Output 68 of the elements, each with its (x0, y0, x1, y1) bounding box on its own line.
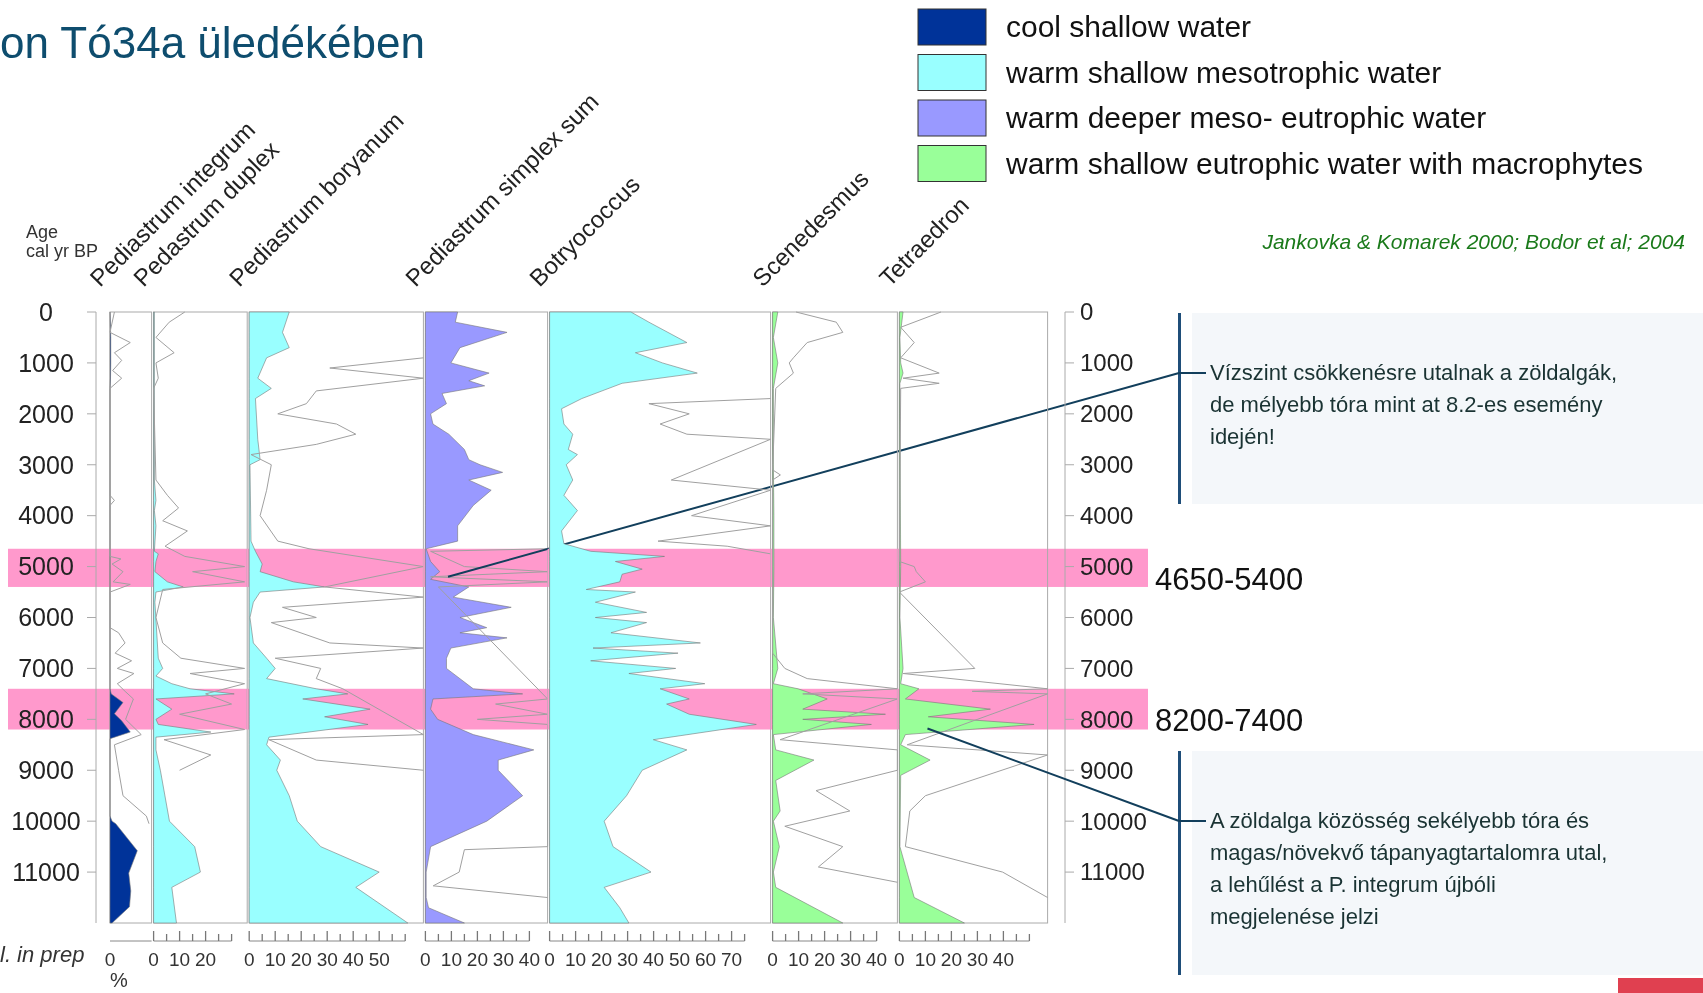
band-label: 8200-7400 (1155, 703, 1304, 739)
x-tick-label: 0 (420, 949, 431, 970)
x-tick-label: 50 (669, 949, 691, 970)
y-tick-label: 7000 (18, 654, 74, 683)
y-tick-label: 8000 (18, 705, 74, 734)
x-axis-title: % (110, 969, 129, 991)
x-tick-label: 20 (195, 949, 217, 970)
y-tick-label: 2000 (18, 399, 74, 428)
text: l. in prep (0, 942, 85, 967)
x-tick-label: 70 (721, 949, 743, 970)
x-tick-label: 0 (767, 949, 778, 970)
y-tick-label: 5000 (18, 552, 74, 581)
y-tick-label: 11000 (1080, 858, 1145, 886)
x-tick-label: 20 (466, 949, 488, 970)
y-tick-label: 9000 (1080, 756, 1134, 784)
y-tick-label: 1000 (1080, 349, 1134, 377)
x-tick-label: 40 (518, 949, 540, 970)
legend-label: cool shallow water (1006, 10, 1252, 43)
y-tick-label: 8000 (1080, 705, 1134, 733)
annotation: Vízszint csökkenésre utalnak a zöldalgák, de mélyebb tóra mint at 8.2-es esemény idején! (1210, 360, 1618, 449)
x-tick-label: 60 (695, 949, 717, 970)
x-tick-label: 30 (840, 949, 862, 970)
y-tick-label: 2000 (1080, 400, 1134, 428)
x-tick-label: 30 (492, 949, 514, 970)
y-tick-label: 3000 (18, 450, 74, 479)
x-tick-label: 40 (992, 949, 1014, 970)
band-label: 4650-5400 (1155, 561, 1304, 597)
y-tick-label: 9000 (18, 756, 74, 784)
y-tick-label: 3000 (1080, 451, 1134, 479)
legend-label: warm deeper meso- eutrophic water (1005, 101, 1487, 134)
y-tick-label: 4000 (1080, 502, 1134, 530)
legend-label: warm shallow mesotrophic water (1005, 55, 1442, 89)
x-tick-label: 10 (788, 949, 810, 970)
y-tick-label: 1000 (18, 348, 74, 377)
x-tick-label: 10 (565, 949, 587, 970)
x-tick-label: 40 (866, 949, 888, 970)
x-tick-label: 20 (591, 949, 613, 970)
x-tick-label: 0 (243, 949, 255, 970)
legend-label: warm shallow eutrophic water with macrophytes (1005, 146, 1643, 180)
x-tick-label: 0 (894, 949, 905, 970)
annotation: A zöldalga közösség sekélyebb tóra és magas/növekvő tápanyagtartalomra utal, a lehűlést a P. integrum újbóli megjelenése jelzi (1210, 808, 1608, 929)
x-tick-label: 50 (368, 949, 390, 970)
y-tick-label: 11000 (12, 857, 80, 886)
y-tick-label: 4000 (18, 501, 74, 530)
x-tick-label: 30 (617, 949, 639, 970)
y-tick-label: 0 (39, 297, 53, 326)
y-tick-label: 7000 (1080, 654, 1134, 682)
x-tick-label: 10 (264, 949, 286, 970)
x-tick-label: 10 (914, 949, 936, 970)
text: Jankovka & Komarek 2000; Bodor et al; 2004 (1261, 230, 1685, 253)
y-tick-label: 5000 (1080, 552, 1134, 580)
x-tick-label: 0 (544, 949, 555, 970)
x-tick-label: 0 (148, 949, 159, 970)
x-tick-label: 30 (966, 949, 988, 970)
x-tick-label: 10 (440, 949, 462, 970)
x-tick-label: 40 (342, 949, 364, 970)
x-tick-label: 10 (169, 949, 191, 970)
y-tick-label: 6000 (1080, 603, 1134, 631)
x-tick-label: 40 (643, 949, 665, 970)
text: on Tó34a üledékében (0, 18, 425, 67)
y-tick-label: 10000 (1080, 807, 1147, 835)
x-tick-label: 20 (290, 949, 312, 970)
x-tick-label: 20 (940, 949, 962, 970)
y-tick-label: 6000 (18, 603, 74, 632)
y-tick-label: 0 (1080, 298, 1094, 326)
x-tick-label: 20 (814, 949, 836, 970)
x-tick-label: 30 (316, 949, 338, 970)
y-tick-label: 10000 (11, 806, 81, 835)
